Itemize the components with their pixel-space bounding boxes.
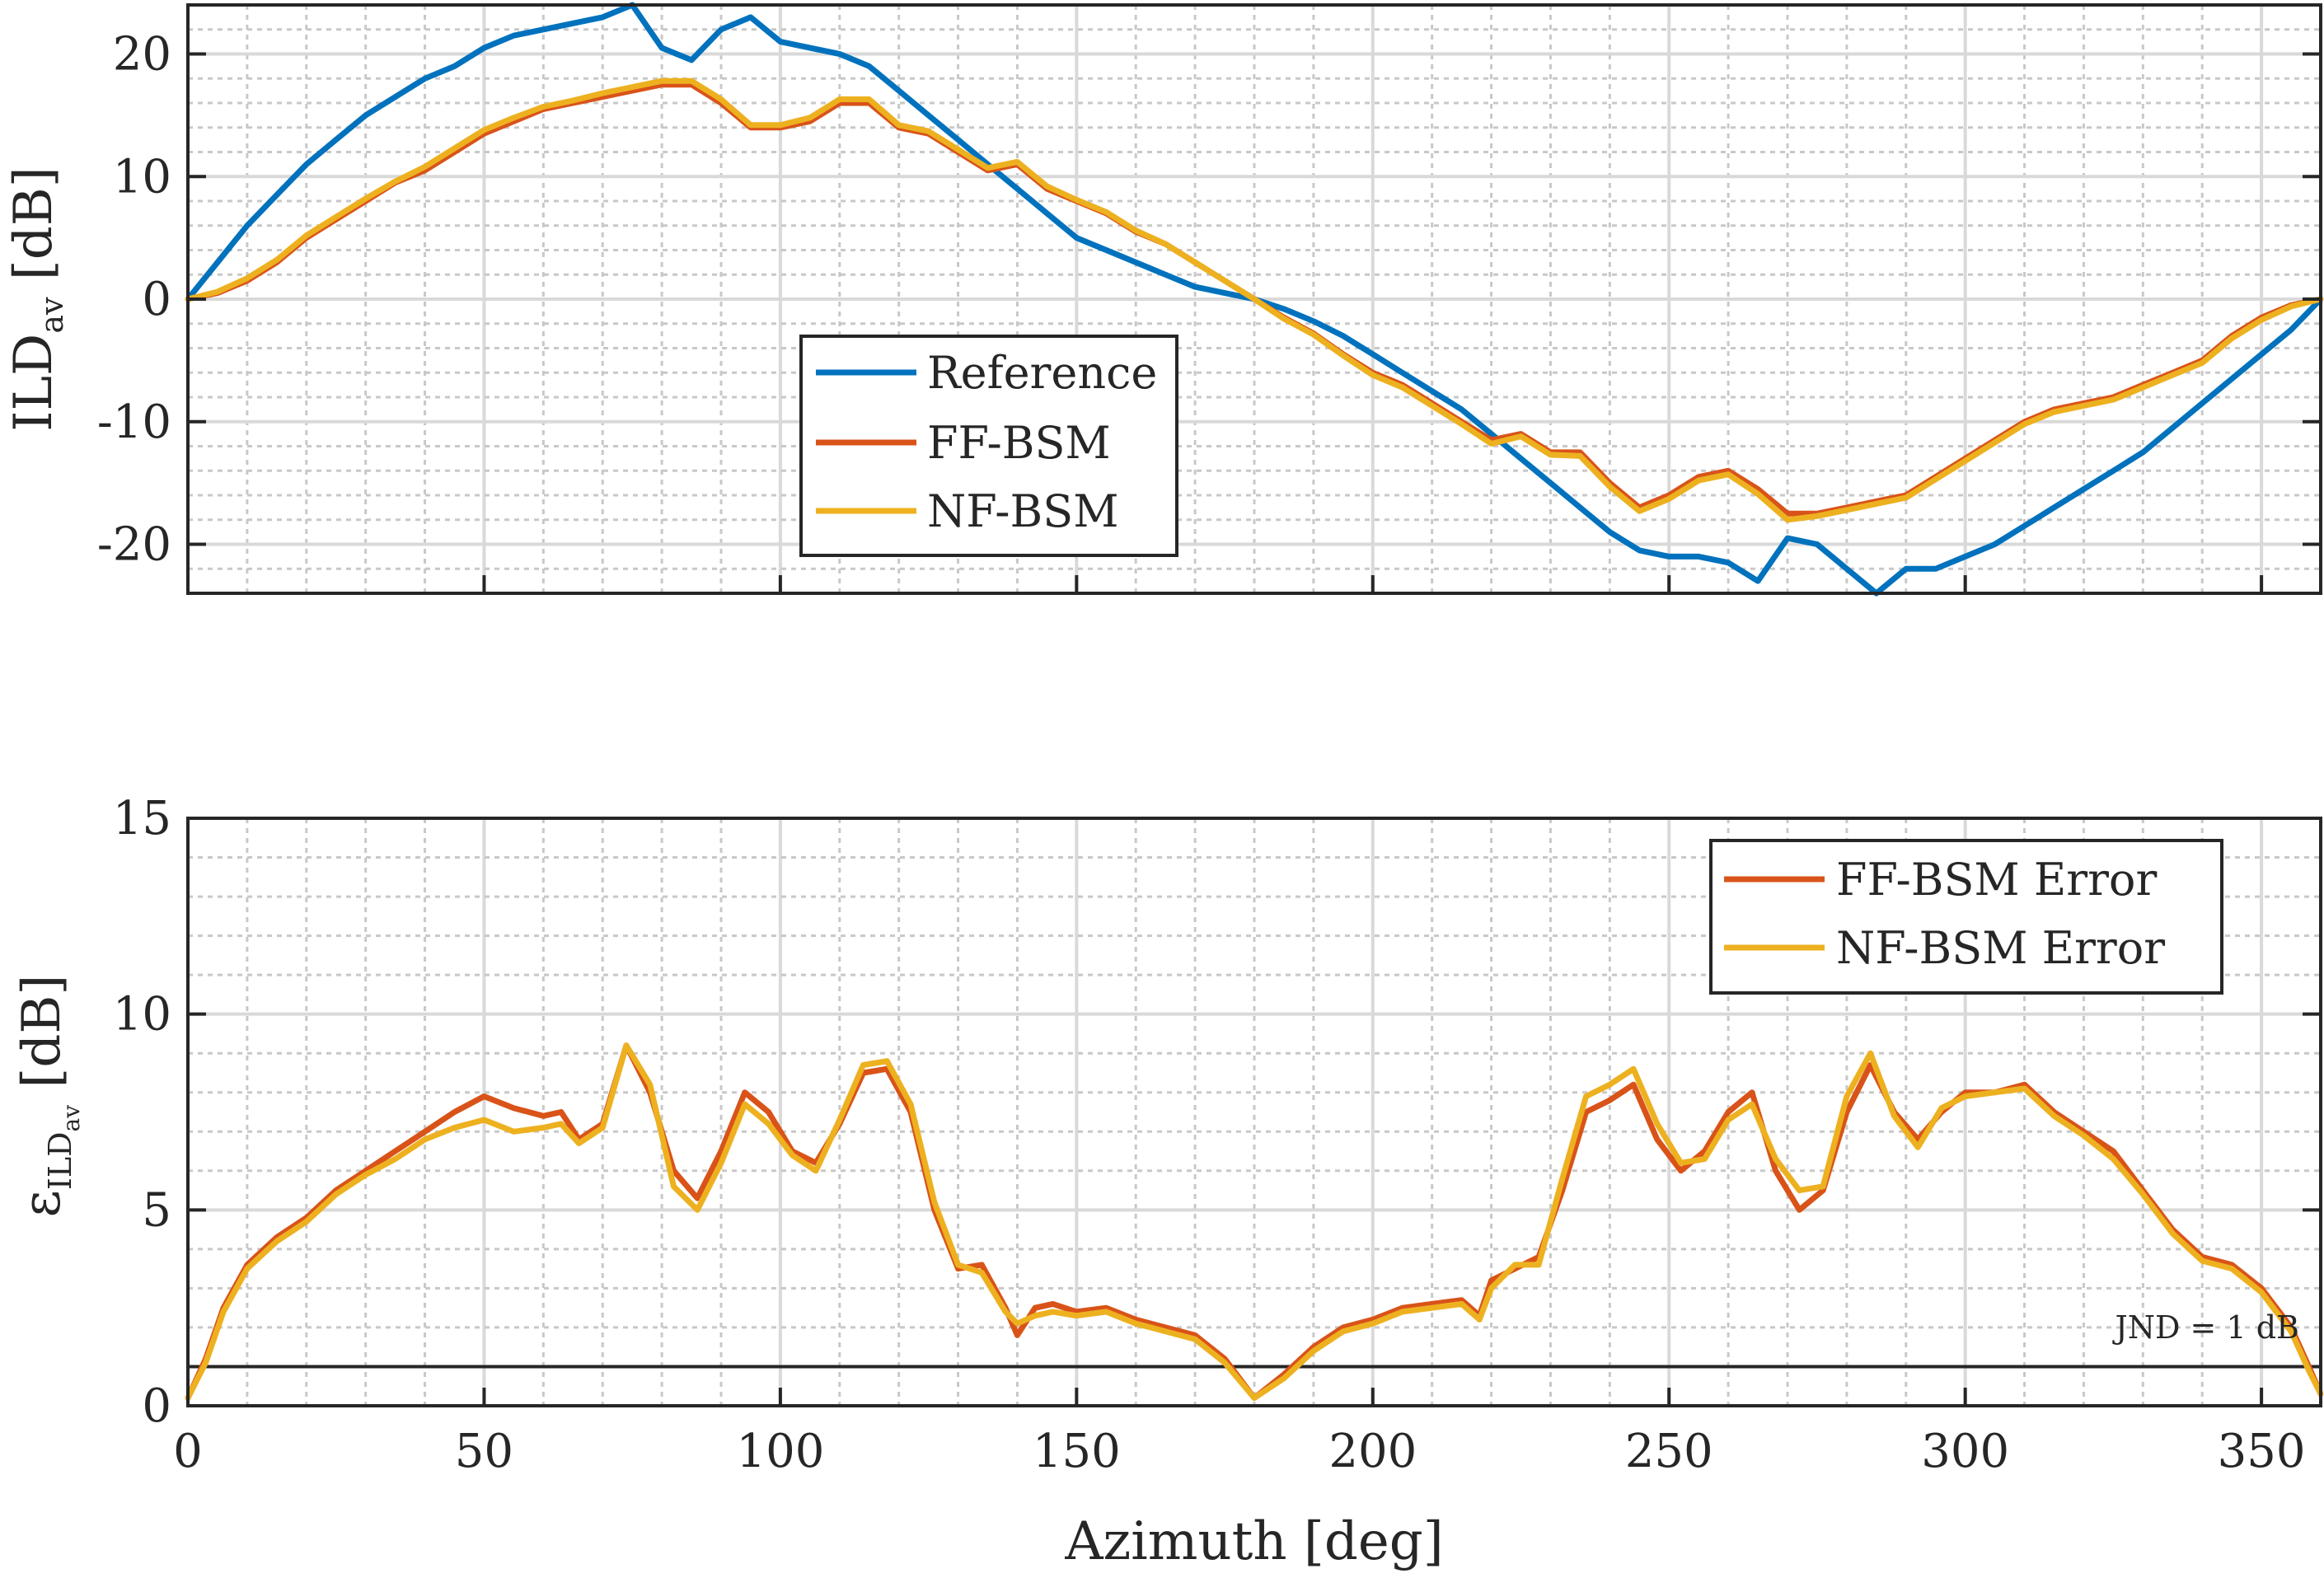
xtick-label: 150: [1033, 1425, 1121, 1478]
ytick-label: 10: [113, 150, 171, 204]
ytick-label: 15: [113, 792, 171, 845]
ytick-label: -10: [97, 396, 171, 449]
ytick-label: 5: [142, 1183, 171, 1237]
top-grid: [186, 3, 2322, 595]
ytick-label: 0: [142, 1379, 171, 1433]
bottom-yticks: 0 5 10 15: [113, 792, 2321, 1433]
top-ylabel: ILDav [dB]: [3, 166, 70, 432]
legend-label-ff-bsm: FF-BSM: [927, 417, 1111, 469]
bottom-ylabel: εILDav [dB]: [12, 975, 85, 1218]
xtick-label: 250: [1625, 1425, 1713, 1478]
bottom-ylabel-sub: ILD: [42, 1131, 78, 1190]
xtick-label: 350: [2218, 1425, 2306, 1478]
legend-label-ff-error: FF-BSM Error: [1836, 854, 2157, 906]
ytick-label: 0: [142, 273, 171, 326]
xtick-label: 0: [173, 1425, 203, 1478]
top-ylabel-unit: [dB]: [3, 166, 64, 280]
top-ylabel-main: ILD: [3, 334, 64, 432]
bottom-ylabel-main: ε: [12, 1190, 73, 1217]
ytick-label: 10: [113, 988, 171, 1042]
bottom-legend: FF-BSM Error NF-BSM Error: [1709, 839, 2223, 995]
top-series: [185, 2, 2324, 597]
xtick-label: 300: [1921, 1425, 2009, 1478]
ytick-label: -20: [97, 518, 171, 572]
series-line-nf-bsm: [185, 77, 2324, 523]
top-panel: -20 -10 0 10 20 ILDav [dB] Reference FF-BSM …: [3, 2, 2324, 597]
legend-label-nf-bsm: NF-BSM: [927, 485, 1119, 537]
bottom-axes-frame: [186, 817, 2322, 1407]
series-line-nf-bsm-error: [185, 1042, 2324, 1401]
bottom-xlabel: Azimuth [deg]: [1064, 1511, 1443, 1572]
bottom-series: [185, 1042, 2324, 1401]
legend-label-reference: Reference: [927, 347, 1157, 399]
xtick-label: 100: [736, 1425, 824, 1478]
bottom-legend-box: [1709, 839, 2223, 995]
bottom-ylabel-subsub: av: [58, 1105, 85, 1132]
xtick-label: 200: [1328, 1425, 1417, 1478]
bottom-ylabel-unit: [dB]: [12, 975, 73, 1089]
top-legend: Reference FF-BSM NF-BSM: [799, 335, 1178, 557]
xtick-label: 50: [455, 1425, 513, 1478]
top-yticks: -20 -10 0 10 20: [97, 28, 2321, 593]
jnd-annotation: JND = 1 dB: [2112, 1309, 2299, 1346]
legend-label-nf-error: NF-BSM Error: [1836, 922, 2165, 974]
bottom-xticks: 0 50 100 150 200 250 300 350: [173, 1388, 2306, 1478]
top-ylabel-sub: av: [34, 297, 70, 334]
ytick-label: 20: [113, 28, 171, 82]
